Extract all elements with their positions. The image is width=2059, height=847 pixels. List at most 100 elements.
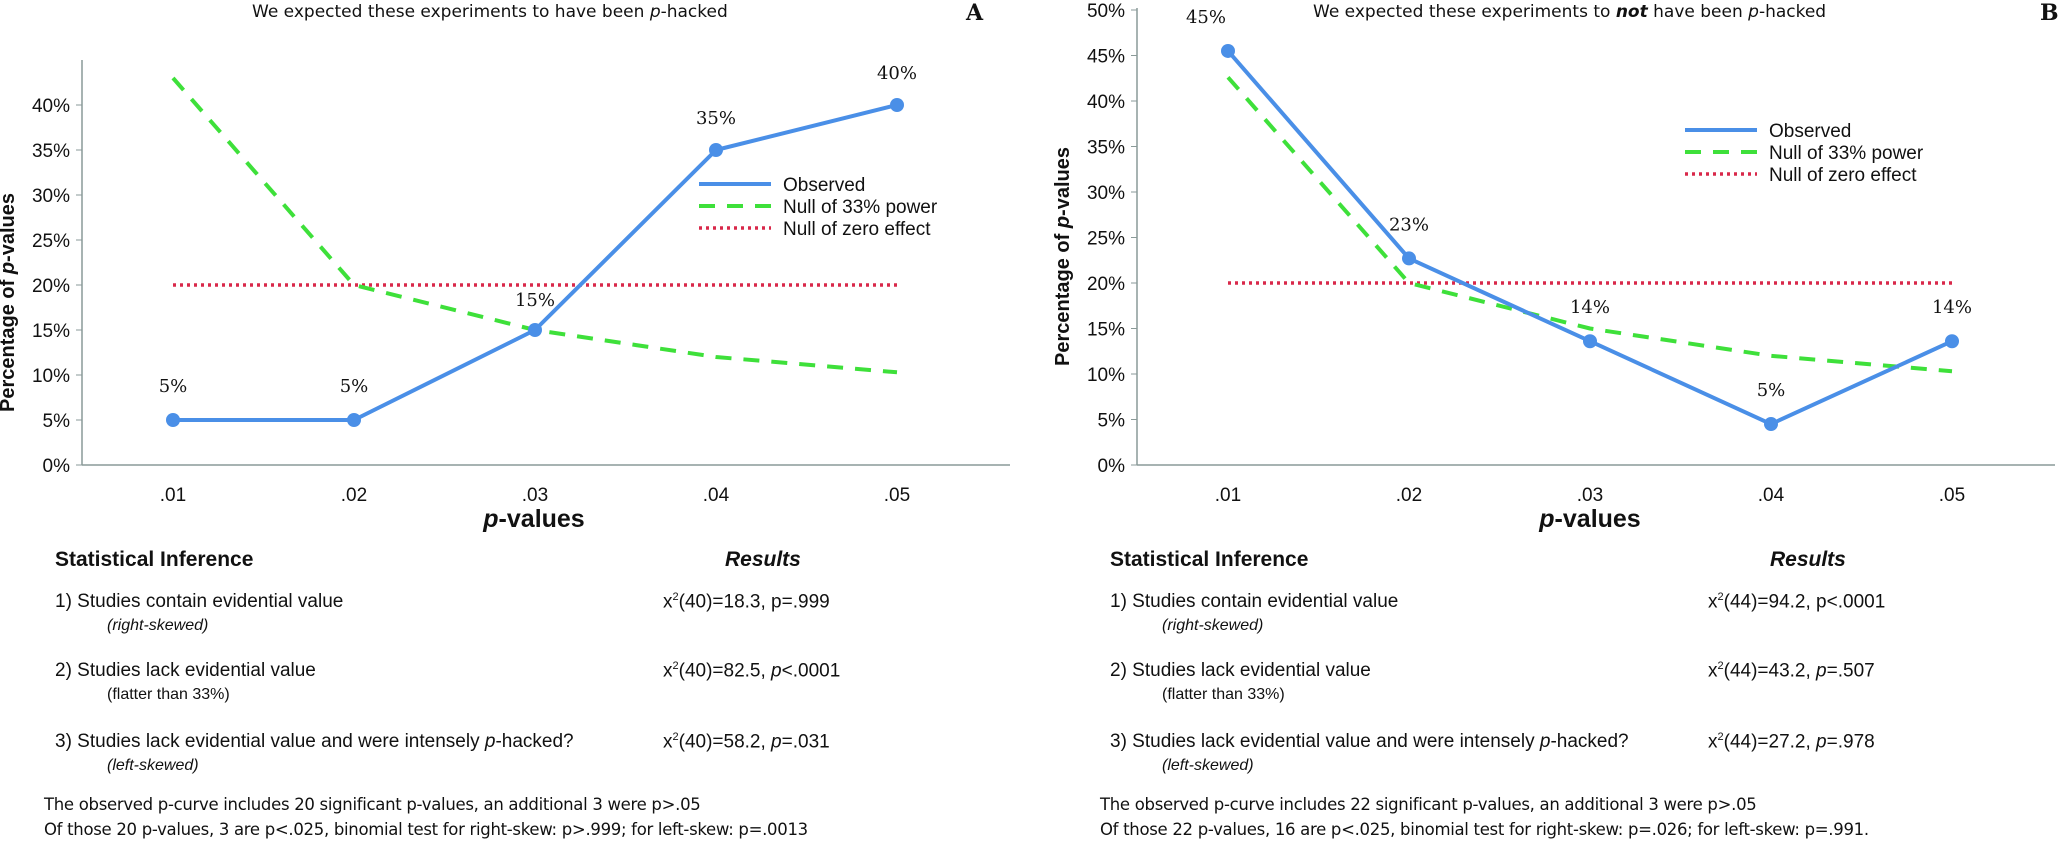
p-value: <.0001: [1826, 591, 1886, 613]
panel-b-x-tick-label: .03: [1577, 485, 1603, 506]
panel-b-observed-point: [1402, 251, 1416, 266]
panel-a-x-tick-label: .01: [160, 485, 186, 506]
panel-b-x-tick-label: .01: [1215, 485, 1241, 506]
p-symbol: p: [771, 660, 782, 682]
panel-b-observed-point: [1945, 334, 1959, 349]
panel-b-y-tick-label: 50%: [1087, 1, 1125, 22]
panel-b-y-tick-label: 25%: [1087, 229, 1125, 250]
panel-a-observed-point: [347, 413, 361, 427]
chi-value: (44)=94.2,: [1723, 591, 1817, 613]
panel-a-footer-line-1: The observed p-curve includes 20 signifi…: [44, 795, 701, 814]
chi-superscript: 2: [672, 660, 679, 672]
panel-b-observed-point: [1764, 417, 1778, 432]
panel-b-x-tick-label: .02: [1396, 485, 1422, 506]
panel-a-y-tick-label: 25%: [32, 231, 70, 252]
p-symbol: p: [771, 591, 782, 613]
panel-a-results-header: Results: [725, 548, 801, 571]
chi-superscript: 2: [1717, 591, 1724, 603]
chi-superscript: 2: [1717, 660, 1724, 672]
panel-b-observed-point: [1221, 43, 1235, 58]
panel-b-y-tick-label: 35%: [1087, 138, 1125, 159]
p-value: <.0001: [781, 660, 841, 682]
panel-b-x-tick-label: .04: [1758, 485, 1785, 506]
label-p: p: [484, 731, 496, 752]
panel-a-title: We expected these experiments to have be…: [252, 2, 728, 22]
panel-b-x-tick-label: .05: [1939, 485, 1965, 506]
panel-a-observed-point: [528, 323, 542, 337]
panel-b-y-axis-title: Percentage of p-values: [1052, 147, 1074, 366]
panel-a-legend-label: Null of zero effect: [783, 219, 931, 240]
panel-a-inference-row-result: x2(40)=82.5, p<.0001: [663, 660, 840, 682]
panel-b-observed-data-label: 5%: [1757, 380, 1786, 401]
panel-a-inference-row-sub: (flatter than 33%): [107, 686, 230, 703]
panel-a-inference-row-sub: (left-skewed): [107, 757, 199, 774]
panel-b-inference-row-label: 3) Studies lack evidential value and wer…: [1110, 731, 1629, 753]
chi-value: (44)=43.2,: [1723, 660, 1817, 682]
panel-a-observed-point: [890, 98, 904, 112]
panel-a-observed-data-label: 15%: [515, 290, 555, 311]
panel-b-y-axis-title-text: -values: [1052, 147, 1074, 216]
panel-a-y-tick-label: 5%: [43, 411, 71, 432]
panel-a-y-tick-label: 20%: [32, 276, 70, 297]
panel-b-inference-row-sub: (right-skewed): [1162, 617, 1264, 634]
chi-symbol: x: [663, 660, 673, 682]
chi-value: (40)=58.2,: [678, 731, 772, 753]
panel-a-x-axis-title: p-values: [483, 505, 585, 533]
panel-b-letter: B: [2040, 0, 2059, 26]
panel-a-y-tick-label: 0%: [43, 456, 71, 477]
label-p: p: [1539, 731, 1551, 752]
panel-a-observed-data-label: 40%: [877, 63, 917, 84]
chi-superscript: 2: [1717, 731, 1724, 743]
p-value: =.978: [1826, 731, 1875, 753]
panel-b-observed-data-label: 14%: [1932, 297, 1972, 318]
panel-b-inference-row-label: 2) Studies lack evidential value: [1110, 660, 1371, 681]
panel-b-x-axis-title: p-values: [1539, 505, 1641, 533]
panel-b-inference-row-result: x2(44)=27.2, p=.978: [1708, 731, 1875, 753]
panel-b-y-tick-label: 15%: [1087, 320, 1125, 341]
chi-symbol: x: [663, 731, 673, 753]
panel-a-y-tick-label: 35%: [32, 141, 70, 162]
label-text: -hacked?: [495, 731, 574, 752]
panel-b-legend-label: Observed: [1769, 121, 1851, 142]
panel-a-y-axis-title-p: p: [0, 262, 19, 275]
chi-value: (40)=18.3,: [678, 591, 772, 613]
panel-a-x-tick-label: .05: [884, 485, 910, 506]
panel-b-inference-row-sub: (flatter than 33%): [1162, 686, 1285, 703]
p-symbol: p: [1816, 731, 1827, 753]
chi-superscript: 2: [672, 591, 679, 603]
panel-b-legend-label: Null of 33% power: [1769, 143, 1924, 164]
panel-a-letter: A: [966, 0, 984, 26]
panel-b-observed-data-label: 45%: [1186, 7, 1226, 28]
panel-a-x-tick-label: .04: [703, 485, 730, 506]
panel-a-y-tick-label: 15%: [32, 321, 70, 342]
label-text: -hacked?: [1550, 731, 1629, 752]
panel-b-inference-row-result: x2(44)=43.2, p=.507: [1708, 660, 1875, 682]
panel-b-y-tick-label: 40%: [1087, 92, 1125, 113]
panel-a-observed-point: [166, 413, 180, 427]
panel-b-series-null-of-33-power: [1226, 76, 1953, 374]
panel-b-y-tick-label: 20%: [1087, 274, 1125, 295]
panel-b-footer-line-1: The observed p-curve includes 22 signifi…: [1100, 795, 1757, 814]
label-text: 3) Studies lack evidential value and wer…: [55, 731, 485, 752]
panel-a-y-tick-label: 40%: [32, 96, 70, 117]
p-symbol: p: [1816, 591, 1827, 613]
chi-symbol: x: [1708, 731, 1718, 753]
p-symbol: p: [1816, 660, 1827, 682]
panel-b-y-tick-label: 10%: [1087, 365, 1125, 386]
panel-a-legend-label: Null of 33% power: [783, 197, 938, 218]
panel-a-y-axis-title: Percentage of p-values: [0, 193, 19, 412]
panel-b-y-tick-label: 0%: [1098, 456, 1126, 477]
panel-b-y-axis-title-p: p: [1052, 216, 1074, 229]
panel-b-title: We expected these experiments to not hav…: [1313, 2, 1827, 22]
panel-a-x-tick-label: .03: [522, 485, 548, 506]
p-value: =.999: [781, 591, 830, 613]
panel-a-stats-header: Statistical Inference: [55, 548, 254, 571]
chi-value: (44)=27.2,: [1723, 731, 1817, 753]
chi-symbol: x: [1708, 660, 1718, 682]
p-symbol: p: [771, 731, 782, 753]
panel-a-y-axis-title-text: Percentage of: [0, 274, 19, 412]
p-value: =.507: [1826, 660, 1875, 682]
panel-a-observed-data-label: 35%: [696, 108, 736, 129]
panel-b-observed-data-label: 14%: [1570, 297, 1610, 318]
panel-b-inference-row-label: 1) Studies contain evidential value: [1110, 591, 1399, 612]
